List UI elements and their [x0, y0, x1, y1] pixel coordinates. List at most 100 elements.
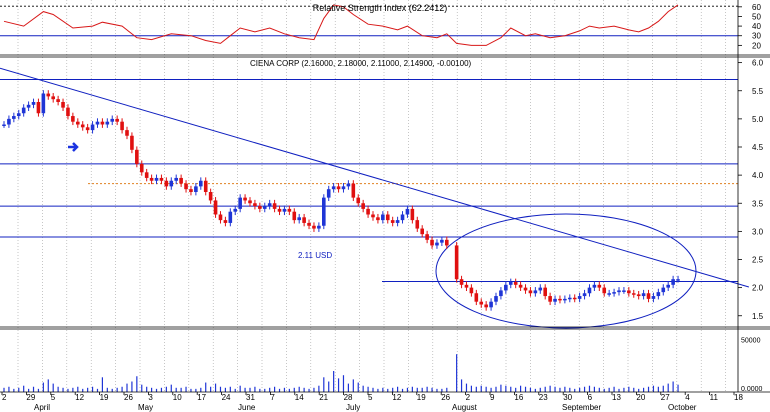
candle	[405, 205, 410, 218]
candle-body	[135, 149, 139, 164]
candle-body	[341, 186, 346, 190]
candle-body	[430, 239, 434, 246]
candle-body	[199, 180, 203, 187]
candle-body	[16, 113, 21, 117]
candle-body	[346, 183, 351, 187]
candle	[366, 205, 370, 218]
downtrend-line	[0, 67, 750, 288]
candle-body	[361, 203, 365, 209]
candle	[100, 118, 105, 128]
candle	[666, 281, 670, 291]
x-day-label: 29	[26, 393, 35, 402]
candle	[563, 295, 567, 304]
candle-body	[154, 177, 159, 181]
candle	[528, 287, 533, 297]
candle-body	[169, 180, 174, 187]
candle-body	[508, 282, 513, 285]
candle-body	[666, 284, 670, 288]
x-day-label: 7	[270, 393, 275, 402]
candle	[464, 281, 469, 291]
candle	[646, 289, 651, 303]
candle-body	[479, 301, 484, 305]
candle	[243, 194, 247, 204]
candle	[238, 194, 242, 213]
candle	[371, 211, 375, 221]
candle-body	[390, 220, 395, 223]
candle	[26, 101, 31, 111]
candle-body	[130, 135, 134, 150]
candle	[587, 284, 592, 297]
candle	[489, 298, 493, 311]
candle-body	[66, 107, 70, 117]
candle	[627, 287, 631, 297]
candle-body	[233, 208, 238, 212]
candle	[199, 177, 203, 190]
candle-body	[331, 186, 336, 190]
candle-body	[631, 293, 636, 295]
candle	[469, 284, 474, 297]
candle-body	[385, 214, 390, 221]
candle-body	[661, 287, 666, 293]
x-day-label: 21	[319, 393, 328, 402]
candle	[513, 278, 518, 289]
candle-body	[36, 102, 41, 114]
x-month-label: October	[668, 403, 697, 412]
candle	[341, 183, 346, 193]
rsi-line	[3, 4, 679, 46]
price-tick-label: 3.0	[752, 227, 764, 236]
candle	[272, 199, 277, 213]
candlesticks	[2, 90, 680, 311]
x-day-label: 23	[539, 393, 548, 402]
candle-body	[218, 214, 223, 221]
candle	[31, 98, 36, 109]
candle	[56, 95, 60, 106]
candle	[282, 205, 287, 216]
vertical-grid-lines	[17, 0, 726, 392]
candle-body	[641, 293, 646, 297]
candle-body	[7, 118, 11, 125]
candle-body	[292, 211, 297, 221]
candle-body	[435, 242, 439, 246]
price-tick-label: 4.5	[752, 143, 764, 152]
candle-body	[297, 217, 301, 221]
candle-body	[381, 214, 385, 221]
candle-body	[646, 293, 651, 299]
candle-body	[597, 284, 602, 288]
candle-body	[523, 287, 528, 291]
candle	[105, 118, 110, 128]
volume-bars	[3, 354, 679, 392]
candle	[228, 208, 233, 227]
candle-body	[420, 228, 424, 235]
candle	[479, 298, 484, 308]
candle	[631, 289, 636, 298]
x-day-label: 14	[295, 393, 304, 402]
candle-body	[238, 197, 242, 209]
candle	[607, 289, 611, 297]
candle	[336, 183, 341, 193]
candle-body	[494, 296, 498, 302]
candle	[189, 185, 193, 196]
x-day-label: 17	[197, 393, 206, 402]
candle	[169, 177, 174, 190]
candle	[410, 205, 415, 224]
candle	[385, 211, 390, 224]
candle	[213, 197, 218, 218]
x-day-label: 5	[368, 393, 373, 402]
candle-body	[602, 287, 607, 294]
candle	[203, 177, 208, 196]
candle-body	[71, 116, 75, 122]
x-day-label: 4	[685, 393, 690, 402]
candle-body	[194, 186, 198, 192]
candle	[218, 211, 223, 224]
candle	[317, 222, 321, 232]
x-day-label: 5	[51, 393, 56, 402]
candle	[90, 121, 95, 134]
x-month-label: June	[238, 403, 256, 412]
candle-body	[568, 297, 572, 300]
rsi-tick-label: 40	[752, 22, 761, 31]
x-day-label: 16	[514, 393, 523, 402]
candle-body	[425, 234, 429, 240]
candle	[376, 213, 380, 224]
x-day-label: 11	[710, 393, 719, 402]
candle	[636, 291, 641, 300]
